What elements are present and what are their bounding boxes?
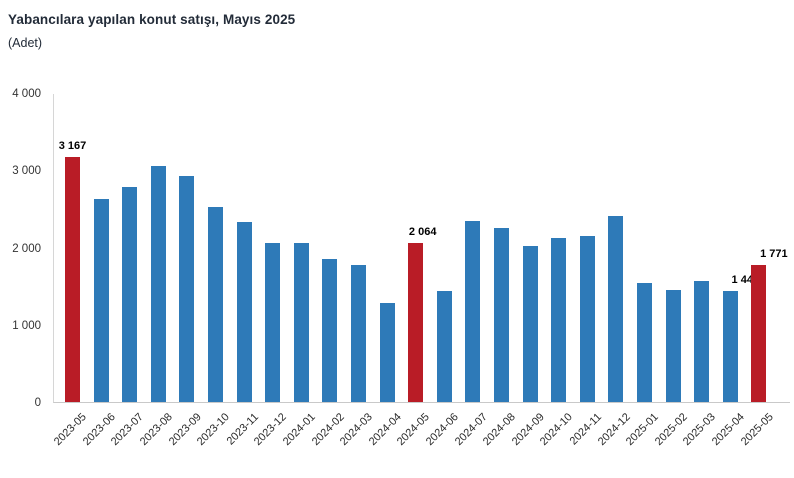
plot-area: 3 167 2 064 1 440 1 771 xyxy=(53,94,790,403)
bar-2025-05 xyxy=(751,265,767,402)
y-axis-tick-labels: 4 000 3 000 2 000 1 000 0 xyxy=(0,88,47,409)
bar-2023-07 xyxy=(122,186,138,402)
bar-2024-06 xyxy=(436,290,452,402)
y-tick-label: 3 000 xyxy=(12,165,41,178)
bar-2024-05 xyxy=(408,242,424,402)
bar-2024-12 xyxy=(608,215,624,402)
y-tick-label: 2 000 xyxy=(12,242,41,255)
bar-2023-11 xyxy=(236,221,252,402)
bar-2024-09 xyxy=(522,246,538,402)
bar-2025-04 xyxy=(722,290,738,402)
bar-2024-04 xyxy=(379,303,395,402)
bar-2023-05 xyxy=(65,157,80,402)
bar-2024-01 xyxy=(293,242,309,402)
bar-value-label: 2 064 xyxy=(408,225,437,238)
x-axis-tick-labels: 2023-05 2023-06 2023-07 2023-08 2023-09 2023-… xyxy=(52,403,790,478)
y-tick-label: 0 xyxy=(34,397,41,409)
bar-2023-06 xyxy=(93,199,109,402)
bar-2024-07 xyxy=(465,221,481,402)
bar-2023-09 xyxy=(179,176,195,402)
bar-value-label: 1 771 xyxy=(760,248,788,261)
bar-value-label: 3 167 xyxy=(58,140,87,153)
chart-unit-label: (Adet) xyxy=(8,36,43,50)
bar-2024-02 xyxy=(322,259,338,402)
bar-2025-01 xyxy=(637,283,652,402)
bar-2025-03 xyxy=(694,280,710,402)
y-tick-label: 4 000 xyxy=(12,88,41,100)
bar-2024-11 xyxy=(579,236,595,402)
bar-2023-08 xyxy=(150,166,166,402)
bar-2024-10 xyxy=(551,238,567,402)
y-tick-label: 1 000 xyxy=(12,319,41,332)
bar-2023-12 xyxy=(265,242,281,402)
bar-2024-03 xyxy=(351,264,366,402)
chart-title: Yabancılara yapılan konut satışı, Mayıs … xyxy=(8,12,296,27)
bar-2024-08 xyxy=(494,227,509,402)
bar-2025-02 xyxy=(665,290,681,402)
bar-2023-10 xyxy=(208,206,223,402)
